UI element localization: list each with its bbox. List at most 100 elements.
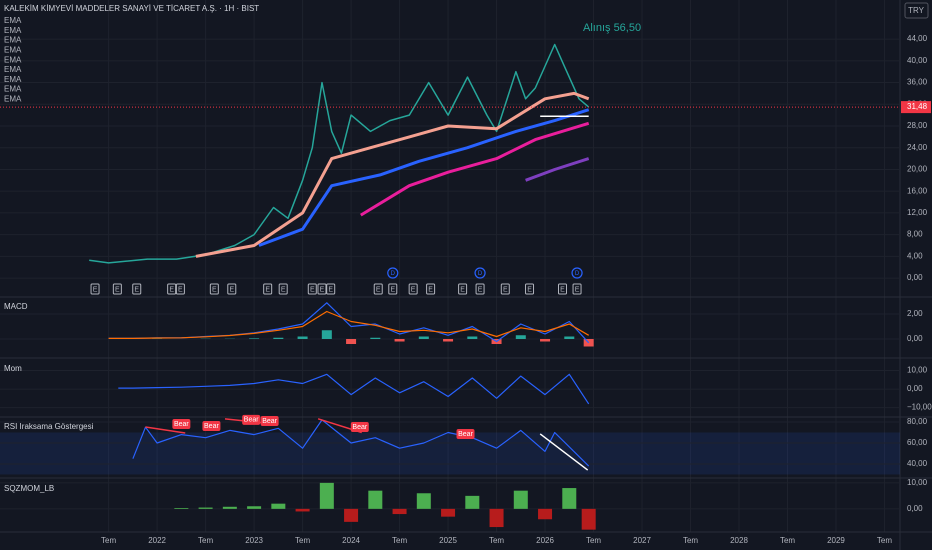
dividend-marker xyxy=(387,267,399,279)
event-box xyxy=(558,283,567,295)
event-box xyxy=(175,283,185,295)
bar xyxy=(489,508,504,528)
event-box xyxy=(426,283,436,295)
indicator-label: EMA xyxy=(4,75,22,84)
currency-box[interactable] xyxy=(904,2,929,19)
dividend-label: D xyxy=(478,271,483,277)
event-label: E xyxy=(460,286,465,293)
event-label: E xyxy=(328,286,333,293)
indicator-label: EMA xyxy=(4,36,22,45)
x-tick-label: Tem xyxy=(295,536,310,545)
pane-title: RSI Iraksama Göstergesi xyxy=(4,422,94,431)
y-tick-label: 0,00 xyxy=(907,273,923,282)
series-line xyxy=(360,121,590,217)
x-tick-label: Tem xyxy=(780,536,795,545)
event-label: E xyxy=(169,286,174,293)
histogram-bar xyxy=(370,337,381,339)
event-label: E xyxy=(390,286,395,293)
event-label: E xyxy=(265,286,270,293)
histogram-bar xyxy=(443,339,454,342)
histogram-bar xyxy=(418,336,429,339)
bar xyxy=(392,508,407,515)
x-tick-label: Tem xyxy=(683,536,698,545)
bar xyxy=(319,482,334,509)
indicator-label: EMA xyxy=(4,65,22,74)
event-label: E xyxy=(212,286,217,293)
x-tick-label: 2025 xyxy=(439,536,457,545)
event-label: E xyxy=(320,286,325,293)
event-label: E xyxy=(411,286,416,293)
y-tick-label: 10,00 xyxy=(907,478,928,487)
histogram-bar xyxy=(467,336,478,339)
event-label: E xyxy=(575,286,580,293)
y-tick-label: 10,00 xyxy=(907,366,928,375)
y-tick-label: 0,00 xyxy=(907,384,923,393)
y-tick-label: 80,00 xyxy=(907,417,928,426)
x-tick-label: Tem xyxy=(877,536,892,545)
signal-box xyxy=(260,415,279,426)
event-label: E xyxy=(478,286,483,293)
x-tick-label: Tem xyxy=(489,536,504,545)
dividend-label: D xyxy=(391,271,396,277)
event-box xyxy=(167,283,177,295)
y-tick-label: 2,00 xyxy=(907,309,923,318)
y-tick-label: 20,00 xyxy=(907,165,928,174)
event-label: E xyxy=(527,286,532,293)
signal-label: Bear xyxy=(244,417,259,424)
series-line xyxy=(108,310,590,339)
event-box xyxy=(90,283,100,295)
x-tick-label: 2029 xyxy=(827,536,845,545)
signal-label: Bear xyxy=(204,423,219,430)
bar xyxy=(465,495,480,509)
y-tick-label: 24,00 xyxy=(907,143,928,152)
y-tick-label: 0,00 xyxy=(907,504,923,513)
indicator-label: EMA xyxy=(4,16,22,25)
indicator-label: EMA xyxy=(4,46,22,55)
event-box xyxy=(209,283,219,295)
event-box xyxy=(475,283,485,295)
event-box xyxy=(525,283,535,295)
y-tick-label: 44,00 xyxy=(907,34,928,43)
bar xyxy=(295,508,310,512)
event-label: E xyxy=(93,286,98,293)
annotation: Alınış 56,50 xyxy=(583,22,641,34)
series-line xyxy=(525,157,590,182)
x-tick-label: Tem xyxy=(392,536,407,545)
indicator-label: EMA xyxy=(4,26,22,35)
bar xyxy=(247,506,262,509)
event-box xyxy=(500,283,510,295)
last-price-box xyxy=(901,101,931,114)
histogram-bar xyxy=(540,339,551,342)
bar xyxy=(538,508,553,520)
event-box xyxy=(317,283,327,295)
event-label: E xyxy=(115,286,120,293)
pane-title: SQZMOM_LB xyxy=(4,484,54,493)
event-label: E xyxy=(310,286,315,293)
signal-label: Bear xyxy=(352,424,367,431)
x-tick-label: 2028 xyxy=(730,536,748,545)
y-tick-label: 60,00 xyxy=(907,438,928,447)
histogram-bar xyxy=(564,336,575,339)
histogram-bar xyxy=(273,337,284,339)
indicator-label: EMA xyxy=(4,95,22,104)
bar xyxy=(368,490,383,509)
y-tick-label: 8,00 xyxy=(907,230,923,239)
series-line xyxy=(118,373,590,405)
dividend-marker xyxy=(571,267,583,279)
event-label: E xyxy=(503,286,508,293)
bar xyxy=(222,506,237,509)
event-box xyxy=(278,283,288,295)
x-tick-label: 2022 xyxy=(148,536,166,545)
event-label: E xyxy=(134,286,139,293)
y-tick-label: −10,00 xyxy=(907,403,932,412)
histogram-bar xyxy=(346,339,357,344)
x-tick-label: Tem xyxy=(586,536,601,545)
y-tick-label: 0,00 xyxy=(907,334,923,343)
currency[interactable]: TRY xyxy=(908,6,925,15)
event-box xyxy=(572,283,582,295)
signal-box xyxy=(242,414,261,425)
y-tick-label: 16,00 xyxy=(907,186,928,195)
bar xyxy=(344,508,359,522)
signal-label: Bear xyxy=(262,418,277,425)
event-label: E xyxy=(376,286,381,293)
